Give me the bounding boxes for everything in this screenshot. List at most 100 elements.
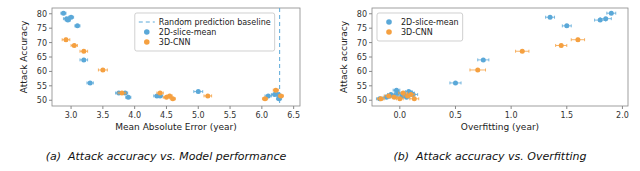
x-tick — [198, 106, 199, 109]
x-tick-label: 1.0 — [505, 111, 518, 120]
point — [273, 88, 278, 93]
panel: 3.03.54.04.55.05.56.06.550556065707580Me… — [19, 8, 300, 163]
legend-label: 2D-slice-mean — [159, 28, 217, 37]
point — [548, 15, 553, 20]
x-tick-label: 5.5 — [224, 111, 237, 120]
x-tick-label: 2.0 — [616, 111, 629, 120]
error-cap — [202, 90, 203, 93]
y-tick-label: 65 — [37, 53, 47, 62]
error-cap — [69, 38, 70, 41]
x-error-bar — [80, 50, 88, 53]
error-cap — [469, 68, 470, 71]
error-cap — [377, 97, 378, 100]
x-error-bar — [126, 96, 131, 99]
point — [63, 37, 68, 42]
error-cap — [409, 97, 410, 100]
x-error-bar — [157, 92, 163, 95]
y-tick — [369, 13, 372, 14]
x-tick-label: 6.0 — [255, 111, 268, 120]
x-error-bar — [600, 17, 611, 20]
y-tick — [49, 42, 52, 43]
point — [126, 95, 131, 100]
error-cap — [398, 92, 399, 95]
y-tick-label: 70 — [357, 39, 367, 48]
x-error-bar — [273, 89, 278, 92]
y-tick — [369, 57, 372, 58]
error-cap — [594, 19, 595, 22]
error-cap — [571, 38, 572, 41]
error-cap — [153, 94, 154, 97]
x-tick-label: 3.0 — [65, 111, 78, 120]
point — [475, 67, 480, 72]
error-cap — [87, 58, 88, 61]
plot-data — [376, 11, 615, 102]
x-error-bar — [62, 38, 70, 41]
x-tick — [166, 106, 167, 109]
x-error-bar — [69, 16, 74, 19]
error-cap — [394, 92, 395, 95]
point — [412, 96, 417, 101]
error-cap — [396, 97, 397, 100]
x-error-bar — [562, 24, 571, 27]
point — [392, 95, 397, 100]
point — [158, 91, 163, 96]
error-cap — [193, 90, 194, 93]
error-cap — [390, 96, 391, 99]
y-axis-label: Attack accuracy — [339, 20, 349, 93]
error-cap — [125, 92, 126, 95]
x-error-bar — [278, 94, 283, 97]
error-cap — [418, 97, 419, 100]
x-error-bar — [378, 97, 385, 100]
error-cap — [271, 93, 272, 96]
x-tick-label: 5.0 — [192, 111, 205, 120]
x-tick — [293, 106, 294, 109]
point — [170, 96, 175, 101]
x-tick — [230, 106, 231, 109]
legend-box — [135, 13, 275, 51]
x-tick — [511, 106, 512, 109]
y-tick — [49, 100, 52, 101]
point — [408, 92, 413, 97]
error-cap — [554, 16, 555, 19]
y-tick-label: 55 — [37, 82, 47, 91]
baseline-line — [279, 8, 280, 106]
point — [481, 57, 486, 62]
error-cap — [163, 96, 164, 99]
error-cap — [461, 81, 462, 84]
point — [72, 43, 77, 48]
point — [100, 67, 105, 72]
y-tick — [49, 71, 52, 72]
point — [378, 96, 383, 101]
error-cap — [417, 93, 418, 96]
y-tick-label: 65 — [357, 53, 367, 62]
error-cap — [156, 92, 157, 95]
error-cap — [63, 17, 64, 20]
y-tick — [49, 28, 52, 29]
y-tick — [49, 13, 52, 14]
caption: (b) Attack accuracy vs. Overfitting — [394, 150, 587, 163]
point — [278, 93, 283, 98]
error-cap — [399, 89, 400, 92]
y-tick-label: 55 — [357, 82, 367, 91]
x-tick-label: 1.5 — [560, 111, 573, 120]
error-cap — [203, 94, 204, 97]
error-cap — [528, 50, 529, 53]
point — [205, 93, 210, 98]
plot-data — [61, 8, 284, 106]
x-error-bar — [170, 97, 175, 100]
legend: Random prediction baseline2D-slice-mean3… — [135, 13, 275, 51]
error-cap — [77, 44, 78, 47]
point — [386, 93, 391, 98]
x-error-bar — [571, 38, 584, 41]
x-axis-label: Mean Absolute Error (year) — [115, 122, 236, 132]
x-error-bar — [410, 97, 419, 100]
x-tick-label: 6.5 — [287, 111, 300, 120]
x-error-bar — [71, 44, 77, 47]
error-cap — [384, 97, 385, 100]
error-cap — [403, 97, 404, 100]
error-cap — [571, 24, 572, 27]
error-cap — [403, 94, 404, 97]
x-error-bar — [516, 50, 529, 53]
point — [119, 91, 124, 96]
point — [453, 80, 458, 85]
